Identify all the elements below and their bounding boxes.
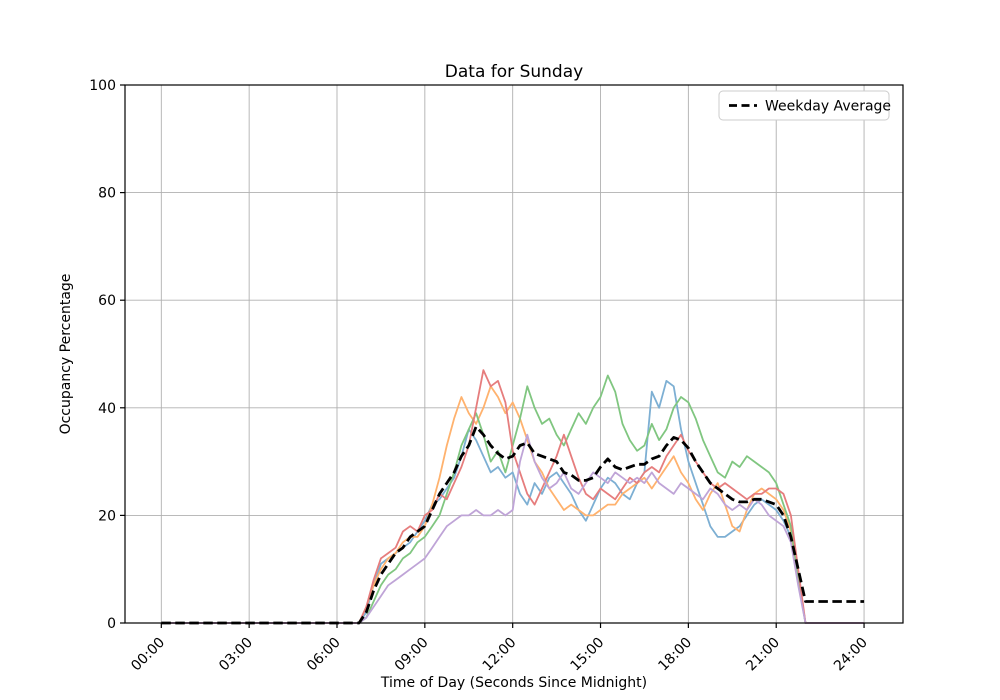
x-axis-label: Time of Day (Seconds Since Midnight) xyxy=(380,675,647,691)
x-tick-label: 24:00 xyxy=(831,635,871,675)
x-tick-label: 00:00 xyxy=(128,635,168,675)
x-tick-label: 21:00 xyxy=(743,635,783,675)
y-tick-label: 60 xyxy=(98,293,116,309)
y-tick-label: 20 xyxy=(98,508,116,524)
y-tick-label: 80 xyxy=(98,186,116,202)
x-tick-label: 03:00 xyxy=(216,635,256,675)
legend: Weekday Average xyxy=(718,90,891,121)
y-tick-label: 0 xyxy=(107,616,116,632)
x-tick-label: 06:00 xyxy=(304,635,344,675)
plot-border xyxy=(124,84,904,624)
y-tick-label: 40 xyxy=(98,401,116,417)
x-tick-label: 15:00 xyxy=(568,635,608,675)
y-axis-label: Occupancy Percentage xyxy=(58,274,74,435)
y-tick-label: 100 xyxy=(89,78,116,94)
legend-label: Weekday Average xyxy=(765,99,891,115)
x-tick-label: 18:00 xyxy=(655,635,695,675)
grid-layer xyxy=(125,84,903,624)
tick-layer: 00:00 03:00 06:00 09:00 12:00 15:00 18:00 21:00… xyxy=(89,78,871,674)
chart-title: Data for Sunday xyxy=(445,62,583,82)
legend-box xyxy=(718,90,890,121)
x-tick-label: 09:00 xyxy=(392,635,432,675)
x-tick-label: 12:00 xyxy=(480,635,520,675)
